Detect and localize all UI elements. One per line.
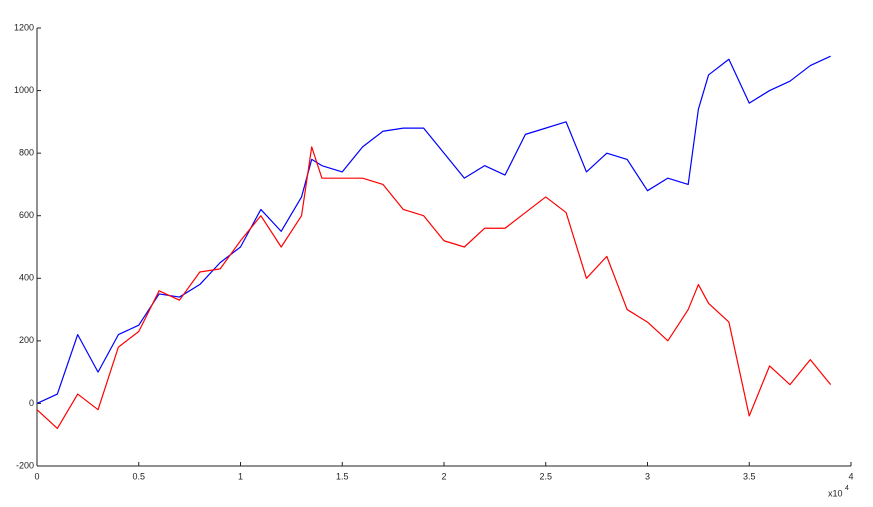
- y-tick-label: 200: [19, 335, 34, 345]
- y-tick-label: 600: [19, 210, 34, 220]
- y-tick-label: 1200: [14, 22, 34, 32]
- x-multiplier-base: x10: [828, 488, 843, 498]
- x-tick-label: 4: [848, 471, 853, 481]
- x-tick-label: 1: [238, 471, 243, 481]
- y-tick-label: 400: [19, 273, 34, 283]
- x-tick-label: 3: [645, 471, 650, 481]
- x-tick-label: 2.5: [539, 471, 552, 481]
- y-tick-label: 1000: [14, 85, 34, 95]
- y-tick-label: 0: [29, 398, 34, 408]
- x-multiplier-exponent: 4: [845, 485, 849, 492]
- series-line: [36, 146, 832, 430]
- x-tick-label: 3.5: [743, 471, 756, 481]
- x-tick-label: 1.5: [336, 471, 349, 481]
- series-line: [36, 55, 831, 404]
- x-tick-label: 2: [441, 471, 446, 481]
- x-tick-label: 0: [34, 471, 39, 481]
- x-tick-label: 0.5: [132, 471, 145, 481]
- y-tick-label: 800: [19, 148, 34, 158]
- y-tick-label: -200: [16, 460, 34, 470]
